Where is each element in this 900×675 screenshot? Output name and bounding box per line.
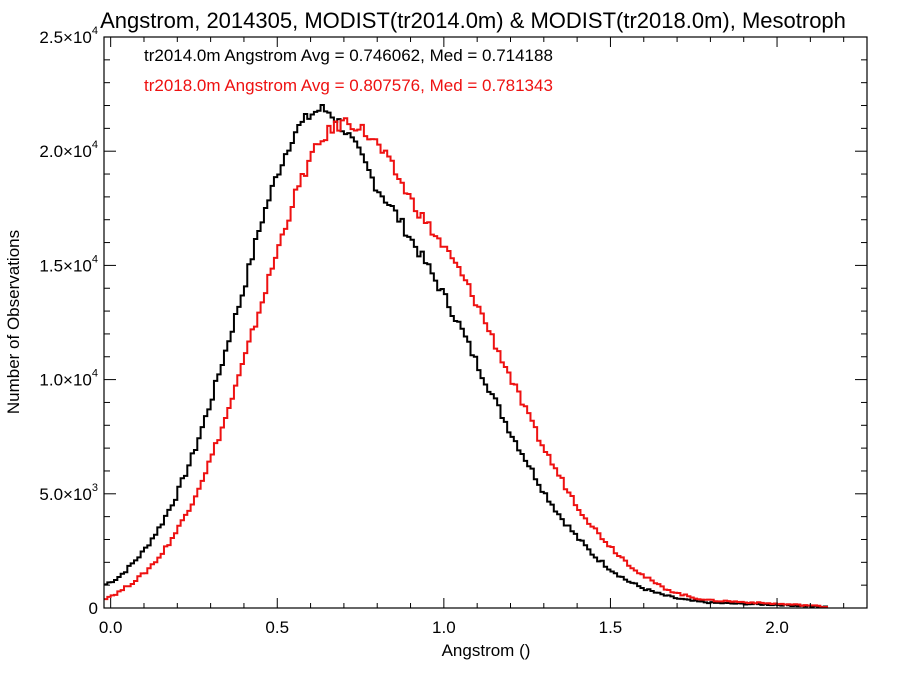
y-axis-ticks: 0 5.0×103 1.0×104 1.5×104 2.0×104 2.5×104 — [39, 25, 867, 618]
legend-annotation-tr2018: tr2018.0m Angstrom Avg = 0.807576, Med =… — [144, 76, 553, 95]
series-layer — [104, 103, 829, 609]
y-tick-label: 2.5×104 — [39, 25, 98, 47]
y-tick-label: 5.0×103 — [39, 482, 98, 504]
x-axis-ticks: 0.0 0.5 1.0 1.5 2.0 — [99, 37, 845, 637]
x-tick-label: 0.0 — [99, 618, 123, 637]
x-tick-label: 0.5 — [265, 618, 289, 637]
series-line-tr2014 — [104, 103, 829, 608]
y-tick-label: 0 — [89, 599, 98, 618]
y-tick-label: 1.5×104 — [39, 253, 98, 275]
y-tick-label: 1.0×104 — [39, 368, 98, 390]
chart-title: Angstrom, 2014305, MODIST(tr2014.0m) & M… — [100, 8, 846, 33]
x-tick-label: 2.0 — [765, 618, 789, 637]
x-tick-label: 1.0 — [432, 618, 456, 637]
plot-frame — [103, 36, 868, 609]
x-axis-label: Angstrom () — [442, 641, 531, 660]
legend-annotation-tr2014: tr2014.0m Angstrom Avg = 0.746062, Med =… — [144, 46, 553, 65]
y-tick-label: 2.0×104 — [39, 139, 98, 161]
x-tick-label: 1.5 — [599, 618, 623, 637]
series-line-tr2018 — [104, 117, 829, 609]
y-axis-label: Number of Observations — [4, 230, 23, 414]
